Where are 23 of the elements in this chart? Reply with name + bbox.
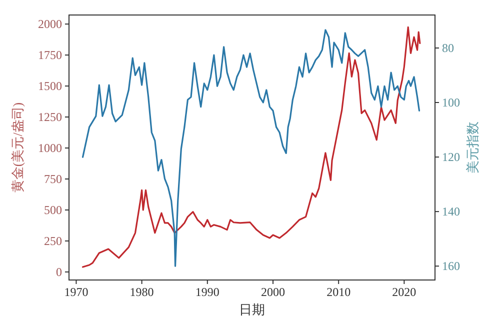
y2-tick-label: 120 [442, 150, 460, 164]
x-tick-label: 1990 [195, 285, 220, 299]
x-tick-label: 2020 [392, 285, 416, 299]
x-tick-label: 2010 [326, 285, 351, 299]
x-axis-title: 日期 [239, 302, 265, 317]
y-tick-label: 750 [44, 172, 62, 186]
y-tick-label: 1250 [38, 110, 62, 124]
y2-tick-label: 100 [442, 96, 460, 110]
y-tick-label: 1750 [38, 48, 62, 62]
y-tick-label: 2000 [38, 17, 62, 32]
y-tick-label: 1500 [38, 79, 62, 94]
y2-tick-label: 140 [442, 204, 460, 219]
x-tick-label: 1970 [64, 285, 88, 299]
x-tick-label: 2000 [260, 285, 285, 299]
y-axis-title: 黄金(美元/盎司) [10, 102, 25, 193]
y2-tick-label: 80 [442, 40, 454, 55]
y-tick-label: 0 [56, 264, 62, 279]
y2-axis-title: 美元指数 [465, 122, 480, 174]
x-tick-label: 1980 [130, 285, 154, 299]
y-tick-label: 1000 [38, 140, 62, 155]
y-tick-label: 250 [44, 234, 62, 248]
y-tick-label: 500 [44, 202, 62, 217]
y2-tick-label: 160 [442, 259, 460, 274]
